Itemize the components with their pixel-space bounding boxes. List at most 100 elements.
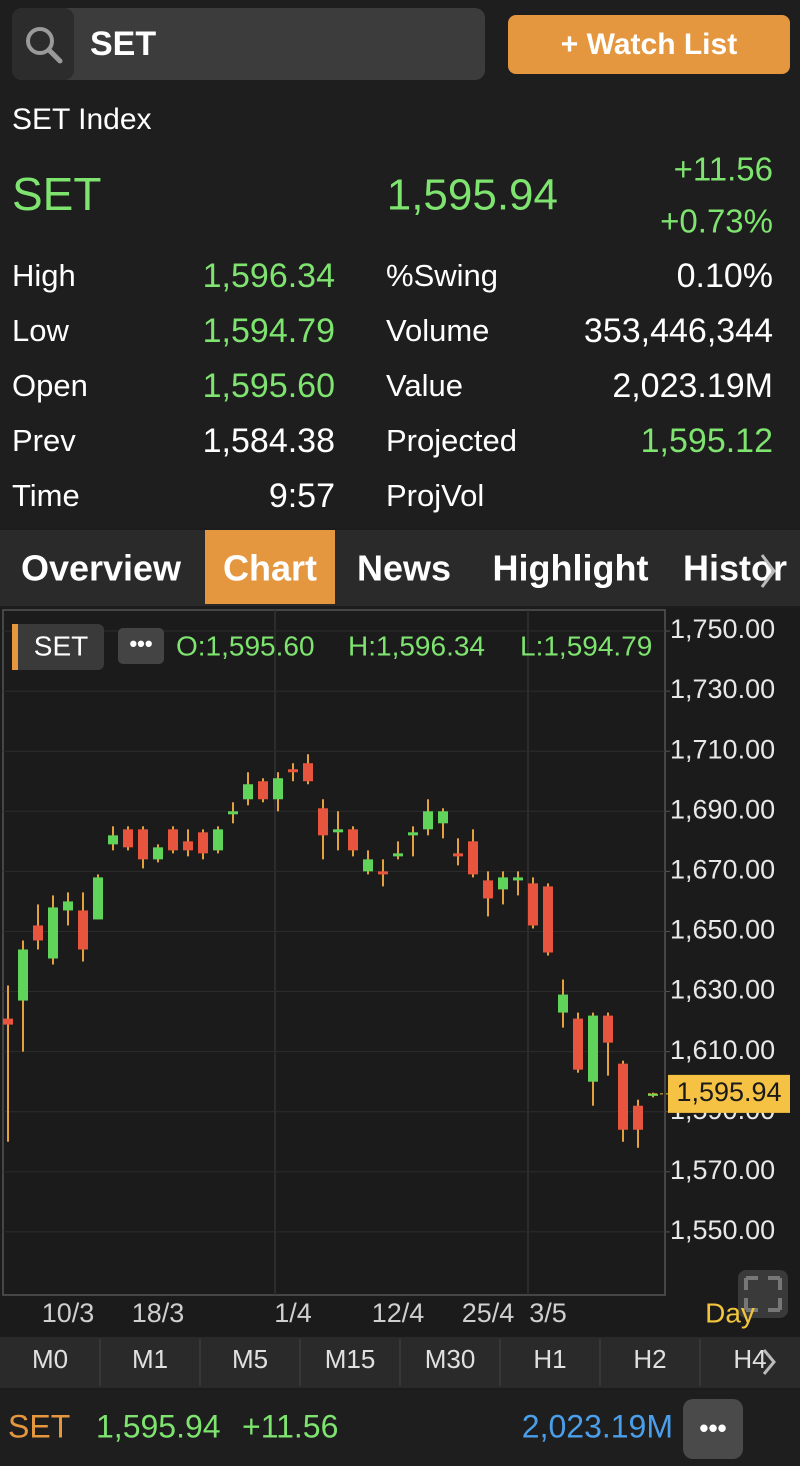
expand-button[interactable] [738,1270,788,1318]
stat-label: Projected [386,423,517,458]
tab[interactable] [473,530,668,604]
candle-body [363,859,373,872]
chart-symbol: SET [34,630,88,661]
candle-body [348,829,358,851]
candle-body [483,880,493,899]
candle-body [243,784,253,800]
candle-body [558,994,568,1013]
candle-body [18,949,28,1001]
timeframe-button[interactable]: H2 [633,1344,666,1374]
quote-price: 1,595.94 [387,171,558,220]
candle-body [378,871,388,875]
timeframe-button[interactable]: M15 [325,1344,376,1374]
stat-label: Low [12,313,69,348]
timeframe-button[interactable]: M1 [132,1344,168,1374]
chart-menu-dots: ••• [129,631,152,656]
candle-body [438,811,448,824]
quote-symbol: SET [12,168,101,220]
stats: High 1,596.34 Low 1,594.79 Open 1,595.60 Prev 1… [12,257,773,515]
tab[interactable] [672,530,800,604]
footer-menu[interactable] [683,1399,743,1459]
timeframe-button[interactable]: M0 [32,1344,68,1374]
timeframe-button[interactable]: H1 [533,1344,566,1374]
x-tick-label: 1/4 [274,1298,312,1328]
candle-body [78,910,88,950]
stat-label: Volume [386,313,489,348]
tab-label: News [357,548,451,589]
stat-value: 9:57 [269,477,335,515]
stat-value: 2,023.19M [612,367,773,405]
candle-body [153,847,163,860]
symbol-chip-accent [12,624,18,670]
chart-bg [0,608,800,1336]
candle-body [588,1015,598,1082]
candles [3,754,658,1148]
candle-body [168,829,178,851]
tab[interactable] [338,530,470,604]
expand-icon [744,1276,782,1312]
stat-label: Time [12,478,80,513]
x-tick-label: 18/3 [132,1298,185,1328]
search-query: SET [90,25,156,63]
y-tick-label: 1,630.00 [670,975,775,1005]
candle-body [273,778,283,800]
footer-symbol: SET [8,1408,70,1444]
chart-menu[interactable] [118,628,164,664]
x-tick-label: 3/5 [529,1298,567,1328]
candle-body [138,829,148,860]
stat-value: 1,596.34 [203,257,335,295]
stat-value: 1,595.12 [641,422,773,460]
watchlist-button-label: + Watch List [561,28,737,61]
candle-body [423,811,433,830]
candle-body [453,853,463,857]
tab-label: Chart [223,548,317,589]
search-box[interactable] [12,8,485,80]
candle-body [573,1018,583,1070]
timeframe-clip: H4 [733,1344,766,1374]
candle-body [513,877,523,881]
tab-label: Overview [21,548,182,589]
tab-clip: Histor [683,548,787,589]
y-tick-label: 1,710.00 [670,734,775,764]
timeframe-button[interactable]: H4 [733,1344,766,1374]
tab[interactable] [205,530,335,604]
plot-frame [2,609,666,1296]
tabs: Overview Chart News Highlight Histor [0,530,800,604]
footer-value: 2,023.19M [522,1408,673,1444]
quote-change: +11.56 [674,151,773,188]
x-tick-label: 25/4 [462,1298,515,1328]
tab-scroll-arrow [760,554,776,588]
last-price-tag [668,1074,790,1113]
candle-body [618,1063,628,1130]
candle-body [333,829,343,833]
x-tick-label: 10/3 [42,1298,95,1328]
timeframe-button[interactable]: M5 [232,1344,268,1374]
candle-body [288,769,298,773]
candle-body [93,877,103,920]
quote-percent: +0.73% [660,203,773,240]
stat-value: 353,446,344 [584,312,773,350]
y-tick-label: 1,750.00 [670,614,775,644]
stat-value: 1,594.79 [203,312,335,350]
x-tick-label: 12/4 [372,1298,425,1328]
candle-body [108,835,118,845]
candle-body [408,832,418,836]
timeframes: M0 M1 M5 M15 M30 H1 H2 H4 [32,1339,776,1386]
candle-body [63,901,73,911]
symbol-chip[interactable] [12,624,104,670]
stat-value: 1,584.38 [203,422,335,460]
y-tick-label: 1,670.00 [670,855,775,885]
candle-body [543,886,553,953]
y-tick-label: 1,610.00 [670,1035,775,1065]
candle-body [318,808,328,836]
tab[interactable] [0,530,202,604]
index-name: SET Index [12,103,152,136]
watchlist-button[interactable] [508,15,790,74]
timeframe-button[interactable]: M30 [425,1344,476,1374]
candle-body [228,811,238,815]
y-tick-label: 1,690.00 [670,794,775,824]
search-icon-handle [46,47,63,64]
tab-label: Highlight [493,548,649,589]
candle-body [3,1018,13,1025]
